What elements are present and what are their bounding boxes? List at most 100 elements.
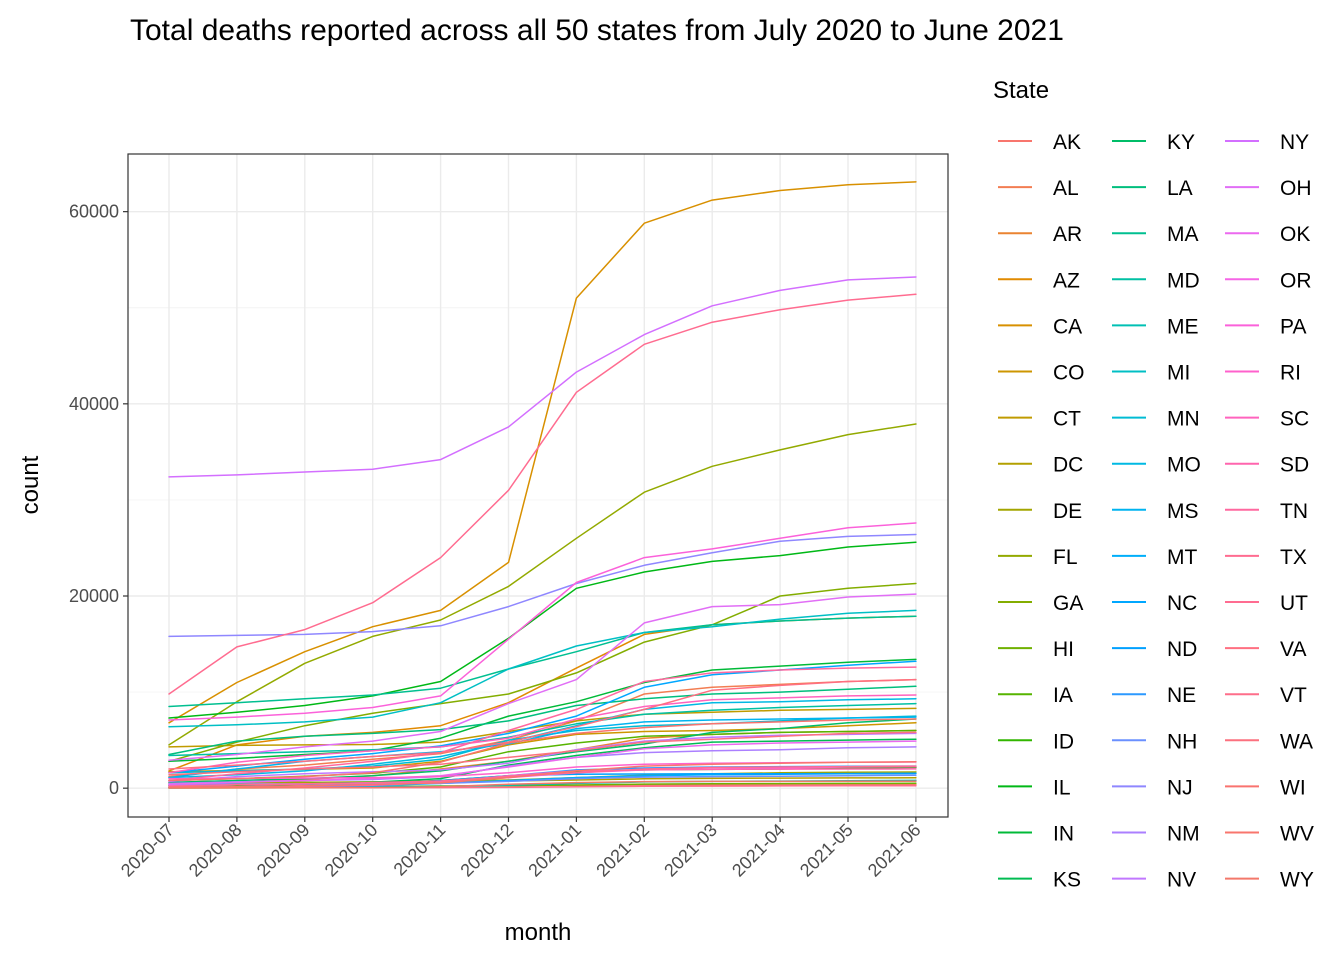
legend-label: KS (1053, 869, 1081, 892)
legend-item-ga: GA (998, 592, 1083, 615)
legend: State AK AL AR AZ CA CO CT DC DE FL GA HI IA ID IL IN KS… (993, 77, 1314, 892)
x-tick-label: 2020-10 (321, 820, 382, 881)
legend-label: NH (1167, 730, 1197, 753)
series-line-wv (168, 761, 917, 788)
legend-item-ms: MS (1112, 500, 1199, 523)
legend-item-nd: ND (1112, 638, 1197, 661)
legend-label: ME (1167, 315, 1199, 338)
x-tick-label: 2020-08 (185, 820, 246, 881)
legend-label: CT (1053, 408, 1081, 431)
legend-item-nv: NV (1112, 869, 1196, 892)
legend-label: VT (1280, 684, 1307, 707)
series-line-ma (168, 615, 917, 708)
legend-label: SD (1280, 454, 1309, 477)
series-lines (168, 181, 917, 789)
legend-label: UT (1280, 592, 1308, 615)
legend-item-de: DE (998, 500, 1082, 523)
legend-item-ut: UT (1225, 592, 1308, 615)
legend-item-tx: TX (1225, 546, 1307, 569)
series-line-ct (168, 707, 917, 748)
series-line-oh (168, 593, 917, 762)
series-line-tx (168, 293, 917, 695)
series-line-nj (168, 533, 917, 638)
legend-label: NY (1280, 131, 1309, 154)
legend-label: IN (1053, 823, 1074, 846)
legend-item-or: OR (1225, 269, 1312, 292)
legend-label: NC (1167, 592, 1197, 615)
legend-item-ne: NE (1112, 684, 1196, 707)
legend-item-dc: DC (998, 454, 1083, 477)
legend-label: GA (1053, 592, 1083, 615)
legend-item-ma: MA (1112, 223, 1199, 246)
y-tick-label: 60000 (69, 202, 119, 222)
legend-label: WY (1280, 869, 1314, 892)
legend-label: MA (1167, 223, 1199, 246)
series-line-ga (168, 582, 917, 763)
legend-item-co: CO (998, 362, 1085, 385)
series-line-wa (168, 731, 917, 776)
legend-item-ia: IA (998, 684, 1073, 707)
legend-label: ID (1053, 730, 1074, 753)
series-line-ca (168, 181, 917, 724)
legend-item-me: ME (1112, 315, 1199, 338)
x-tick-label: 2021-05 (796, 820, 857, 881)
legend-label: WA (1280, 730, 1313, 753)
panel-border (127, 153, 949, 818)
legend-item-pa: PA (1225, 315, 1306, 338)
legend-item-in: IN (998, 823, 1074, 846)
legend-item-ny: NY (1225, 131, 1309, 154)
x-tick-label: 2020-11 (390, 820, 450, 880)
legend-item-ct: CT (998, 408, 1081, 431)
legend-label: AK (1053, 131, 1081, 154)
legend-item-la: LA (1112, 177, 1193, 200)
series-line-wy (168, 780, 917, 789)
legend-item-ks: KS (998, 869, 1081, 892)
legend-item-md: MD (1112, 269, 1200, 292)
legend-label: MO (1167, 454, 1201, 477)
x-tick-label: 2021-04 (728, 820, 789, 881)
legend-item-nc: NC (1112, 592, 1197, 615)
series-line-mi (168, 609, 917, 728)
legend-item-va: VA (1225, 638, 1306, 661)
y-axis-title: count (17, 455, 44, 514)
legend-label: MI (1167, 362, 1190, 385)
x-tick-label: 2021-02 (592, 820, 653, 881)
legend-item-ri: RI (1225, 362, 1301, 385)
legend-label: WV (1280, 823, 1314, 846)
legend-label: NE (1167, 684, 1196, 707)
legend-item-sc: SC (1225, 408, 1309, 431)
legend-label: AR (1053, 223, 1082, 246)
legend-items: AK AL AR AZ CA CO CT DC DE FL GA HI IA ID IL IN KS KY LA MA… (998, 131, 1314, 892)
legend-item-il: IL (998, 776, 1071, 799)
series-line-il (168, 541, 917, 719)
legend-item-mi: MI (1112, 362, 1190, 385)
y-tick-label: 40000 (69, 394, 119, 414)
y-axis: 0 20000 40000 60000 (69, 202, 128, 798)
legend-item-nh: NH (1112, 730, 1197, 753)
series-line-ok (168, 740, 917, 786)
legend-label: PA (1280, 315, 1306, 338)
x-tick-label: 2021-01 (524, 820, 585, 881)
legend-item-ky: KY (1112, 131, 1195, 154)
x-tick-label: 2021-06 (864, 820, 925, 881)
legend-item-ar: AR (998, 223, 1082, 246)
legend-label: ND (1167, 638, 1197, 661)
series-line-la (168, 685, 917, 756)
legend-item-sd: SD (1225, 454, 1309, 477)
y-tick-label: 20000 (69, 586, 119, 606)
legend-label: MT (1167, 546, 1197, 569)
x-axis: 2020-07 2020-08 2020-09 2020-10 2020-11 2020-… (117, 817, 925, 881)
series-line-va (168, 678, 917, 770)
legend-item-nj: NJ (1112, 776, 1193, 799)
series-line-md (168, 702, 917, 757)
legend-item-fl: FL (998, 546, 1078, 569)
legend-label: CA (1053, 315, 1082, 338)
legend-item-tn: TN (1225, 500, 1308, 523)
legend-label: OH (1280, 177, 1312, 200)
legend-title: State (993, 77, 1049, 104)
legend-label: OK (1280, 223, 1310, 246)
legend-label: RI (1280, 362, 1301, 385)
legend-label: MD (1167, 269, 1200, 292)
chart-title: Total deaths reported across all 50 stat… (130, 14, 1064, 47)
legend-label: MS (1167, 500, 1199, 523)
